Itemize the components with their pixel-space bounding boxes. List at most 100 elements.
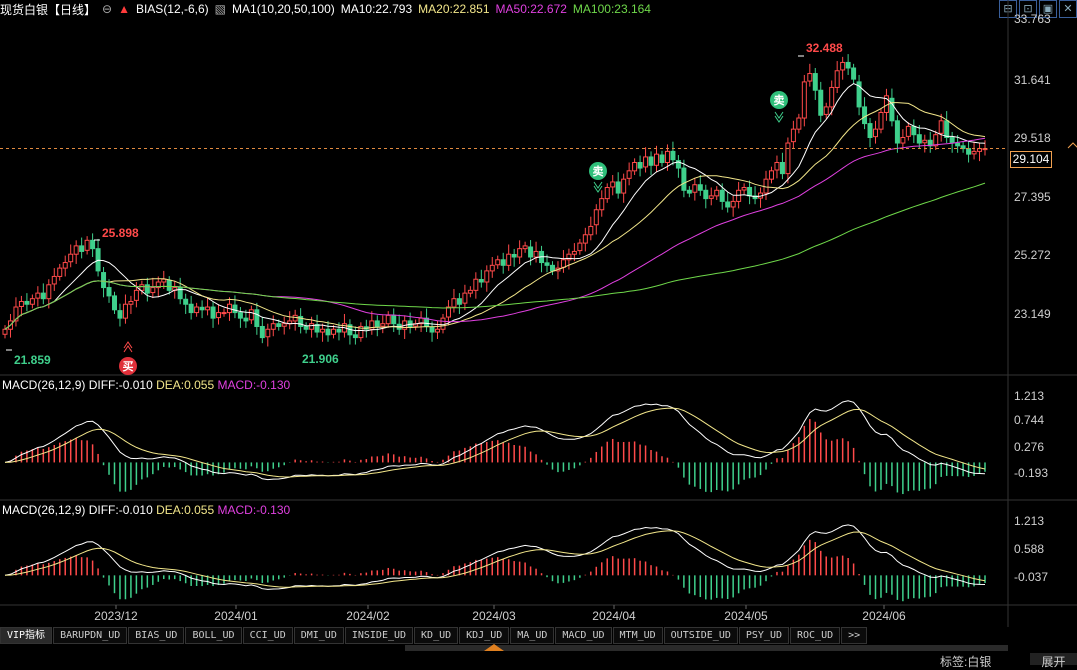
ma100-value: MA100:23.164: [572, 2, 651, 16]
bias-indicator-label[interactable]: BIAS(12,-6,6): [135, 2, 209, 16]
sell-arrow-icon: [593, 181, 603, 193]
ma-indicator-label[interactable]: MA1(10,20,50,100): [232, 2, 335, 16]
indicator-tab[interactable]: DMI_UD: [293, 627, 344, 644]
candle-body: [790, 128, 796, 143]
macd2-axis-label: -0.037: [1014, 570, 1048, 584]
candle-body: [873, 128, 879, 138]
candle-body: [13, 306, 19, 322]
candle-body: [506, 253, 512, 266]
macd1-title[interactable]: MACD(26,12,9): [2, 378, 86, 392]
candle-body: [763, 178, 769, 194]
restore-icon[interactable]: ▣: [1039, 0, 1057, 18]
indicator-tab[interactable]: ROC_UD: [790, 627, 841, 644]
candle-body: [111, 295, 117, 311]
candle-body: [796, 117, 802, 130]
indicator-tab[interactable]: KD_UD: [414, 627, 459, 644]
candle-body: [495, 259, 501, 266]
candle-body: [829, 86, 835, 108]
candle-body: [560, 259, 566, 268]
high-label-1: 25.898: [102, 226, 139, 240]
candle-body: [276, 323, 282, 327]
ma50-value: MA50:22.672: [495, 2, 567, 16]
x-axis-label: 2024/03: [472, 609, 516, 623]
candle-body: [500, 259, 506, 266]
candle-body: [768, 170, 774, 180]
expand-button[interactable]: 展开: [1030, 653, 1077, 669]
macd1-axis-label: -0.193: [1014, 466, 1048, 480]
candle-body: [725, 201, 731, 208]
candle-body: [812, 73, 818, 91]
price-axis-label: 29.518: [1014, 131, 1051, 145]
price-axis-label: 27.395: [1014, 190, 1051, 204]
macd2-diff-line: [4, 524, 986, 590]
candle-body: [2, 328, 8, 335]
candle-body: [779, 161, 785, 175]
indicator-tab[interactable]: INSIDE_UD: [344, 627, 414, 644]
candle-body: [484, 270, 490, 283]
sell-signal-2-badge[interactable]: [770, 91, 788, 109]
candle-body: [155, 281, 161, 289]
candle-body: [922, 139, 928, 144]
candle-body: [741, 187, 747, 191]
candle-body: [949, 136, 955, 144]
sell-signal-1-badge[interactable]: [589, 162, 607, 180]
indicator-tab[interactable]: MA_UD: [510, 627, 555, 644]
candle-body: [522, 245, 528, 250]
macd1-axis-label: 0.276: [1014, 440, 1044, 454]
buy-signal-badge[interactable]: [119, 357, 137, 375]
price-axis-label: 31.641: [1014, 73, 1051, 87]
ma20-value: MA20:22.851: [418, 2, 490, 16]
candle-body: [840, 61, 846, 71]
indicator-tab[interactable]: MACD_UD: [555, 627, 612, 644]
candle-body: [183, 298, 189, 305]
candle-body: [380, 323, 386, 327]
macd2-macd: MACD:-0.130: [217, 503, 291, 517]
gear-icon[interactable]: ⊖: [102, 2, 113, 16]
indicator-tab[interactable]: >>: [841, 627, 868, 644]
instrument-title[interactable]: 现货白银【日线】: [0, 2, 97, 17]
candle-body: [199, 306, 205, 311]
horizontal-scrollbar[interactable]: [405, 645, 1008, 651]
candle-body: [237, 312, 243, 319]
candle-body: [40, 292, 46, 300]
candle-body: [281, 323, 287, 327]
indicator-tab[interactable]: PSY_UD: [738, 627, 789, 644]
indicator-tab[interactable]: BARUPDN_UD: [53, 627, 128, 644]
candle-body: [221, 312, 227, 315]
candle-body: [18, 300, 24, 307]
ma10-line: [4, 83, 986, 332]
candle-body: [960, 145, 966, 150]
indicator-tab[interactable]: CCI_UD: [242, 627, 293, 644]
indicator-tab[interactable]: OUTSIDE_UD: [663, 627, 738, 644]
x-axis-label: 2024/01: [214, 609, 258, 623]
price-axis-label: 25.272: [1014, 248, 1051, 262]
zoom-icon[interactable]: ⊡: [1019, 0, 1037, 18]
candle-body: [862, 106, 868, 125]
candle-body: [248, 309, 254, 321]
candle-body: [971, 150, 977, 155]
indicator-tab[interactable]: KDJ_UD: [459, 627, 510, 644]
tag-label[interactable]: 标签:白银: [940, 655, 992, 669]
candle-body: [298, 315, 304, 327]
dropdown-arrow-icon[interactable]: ▲: [118, 2, 130, 16]
macd1-header: MACD(26,12,9) DIFF:-0.010 DEA:0.055 MACD…: [2, 378, 290, 392]
indicator-tab[interactable]: BOLL_UD: [185, 627, 242, 644]
scroll-handle-icon[interactable]: [484, 644, 504, 651]
candle-body: [128, 300, 134, 305]
indicator-tab[interactable]: MTM_UD: [612, 627, 663, 644]
candle-body: [489, 264, 495, 272]
indicator-tab[interactable]: VIP指标: [0, 627, 53, 644]
candle-body: [774, 161, 780, 171]
candle-body: [933, 134, 939, 147]
candle-body: [473, 278, 479, 291]
candle-body: [435, 328, 441, 333]
candle-body: [730, 200, 736, 208]
candle-body: [161, 278, 167, 283]
candle-body: [106, 287, 112, 297]
macd1-dea-line: [4, 407, 986, 478]
candle-body: [391, 314, 397, 325]
macd2-title[interactable]: MACD(26,12,9): [2, 503, 86, 517]
settings-icon[interactable]: ▧: [214, 2, 227, 16]
indicator-tab[interactable]: BIAS_UD: [128, 627, 185, 644]
